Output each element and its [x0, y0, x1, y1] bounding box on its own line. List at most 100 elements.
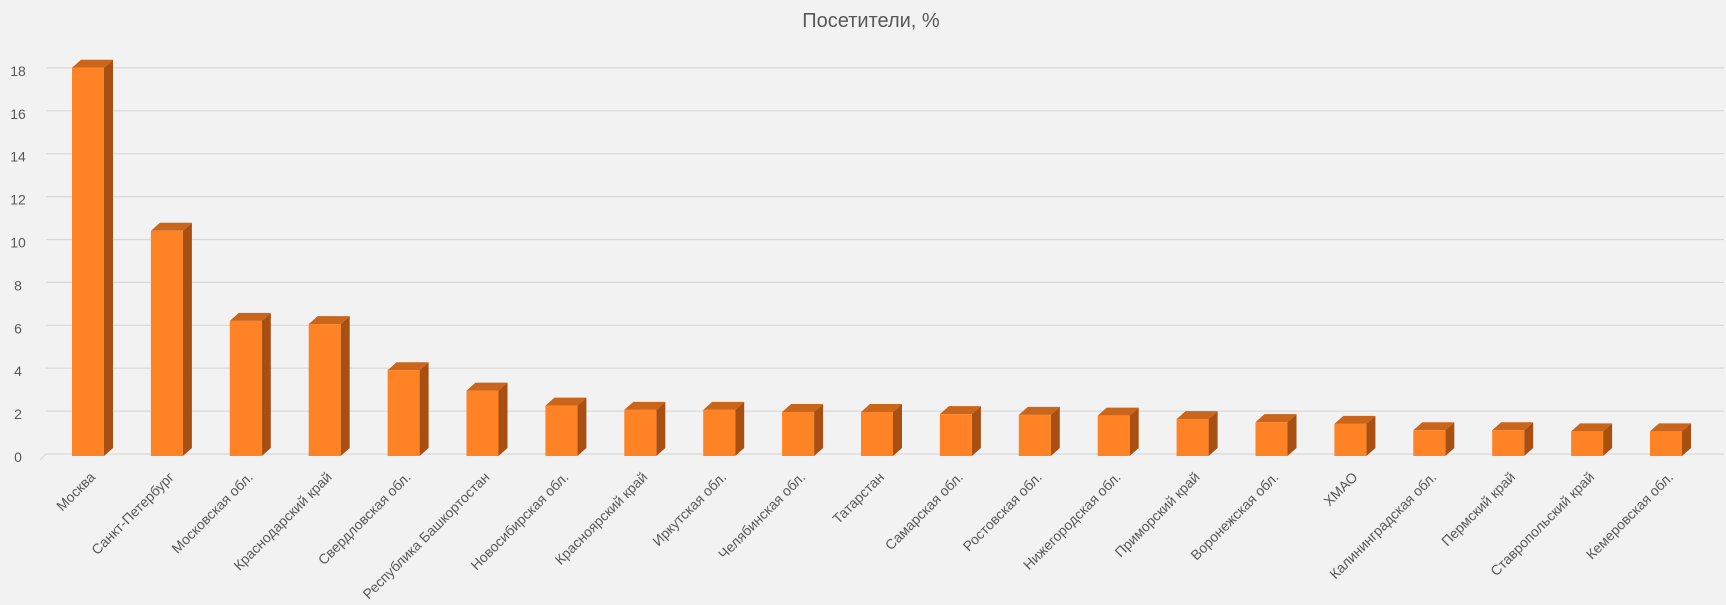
- y-tick-label: 6: [14, 320, 22, 336]
- bar: [1650, 423, 1691, 456]
- bar-front: [1413, 430, 1446, 456]
- x-tick-label: Республика Башкортостан: [359, 469, 492, 602]
- bar-side: [182, 222, 192, 456]
- bar-top: [1413, 422, 1455, 431]
- bar: [229, 312, 271, 456]
- bar-front: [703, 409, 736, 456]
- bar: [782, 404, 824, 456]
- bar-front: [1492, 430, 1525, 456]
- x-tick-label: Ростовская обл.: [960, 469, 1045, 554]
- bar: [939, 406, 981, 456]
- bar: [861, 404, 902, 456]
- x-tick-label: Татарстан: [829, 469, 887, 527]
- bar-side: [261, 312, 271, 456]
- bar-top: [1097, 407, 1139, 416]
- bar-front: [1650, 431, 1682, 456]
- bar-front: [1571, 431, 1604, 456]
- bar-side: [893, 404, 902, 456]
- bar-side: [577, 397, 587, 456]
- x-tick-label: ХМАО: [1320, 469, 1360, 509]
- x-tick-label: Московская обл.: [168, 469, 256, 557]
- y-tick-label: 16: [10, 106, 26, 122]
- bar-front: [782, 412, 815, 456]
- bar-top: [466, 382, 508, 391]
- bar: [703, 401, 745, 456]
- bar-side: [419, 362, 429, 456]
- bar-front: [1255, 422, 1288, 456]
- x-tick-label: Челябинская обл.: [715, 469, 808, 562]
- bar-top: [1650, 423, 1691, 432]
- y-tick-label: 8: [14, 277, 22, 293]
- bar-top: [1018, 406, 1060, 415]
- bar-top: [1176, 411, 1218, 420]
- bar-top: [782, 404, 824, 413]
- bar-top: [308, 316, 350, 325]
- x-tick-label: Приморский край: [1111, 469, 1202, 560]
- bar: [1255, 414, 1297, 456]
- bar-side: [1366, 415, 1376, 456]
- bar-top: [1255, 414, 1297, 423]
- x-tick-label: Кемеровская обл.: [1583, 469, 1676, 562]
- bar: [1097, 407, 1139, 456]
- bar-top: [624, 401, 666, 410]
- y-tick-label: 14: [10, 149, 26, 165]
- bar: [624, 401, 666, 456]
- bar-front: [1334, 423, 1367, 456]
- y-axis: 0 2 4 6 8 10 12 14 16 18: [10, 63, 26, 465]
- bar-side: [735, 401, 745, 456]
- bar: [1413, 422, 1455, 456]
- y-tick-label: 10: [10, 235, 26, 251]
- bar: [72, 59, 113, 456]
- bar-side: [1524, 422, 1534, 456]
- bar-front: [1176, 419, 1209, 456]
- bar-front: [1097, 415, 1130, 456]
- bar-front: [939, 414, 972, 456]
- bar-front: [308, 324, 341, 456]
- y-tick-label: 0: [14, 449, 22, 465]
- bar-top: [387, 362, 429, 371]
- x-tick-label: Воронежская обл.: [1187, 469, 1281, 563]
- bar: [1334, 415, 1376, 456]
- bar-side: [1287, 414, 1297, 456]
- bar-side: [1208, 411, 1218, 456]
- bar-side: [1050, 406, 1060, 456]
- bar-side: [971, 406, 981, 456]
- bar-top: [861, 404, 902, 413]
- bar-top: [1492, 422, 1534, 431]
- bar-side: [1682, 423, 1691, 456]
- floor-edge: [39, 453, 47, 461]
- bar-front: [150, 230, 183, 456]
- bar-top: [1334, 415, 1376, 424]
- bar: [387, 362, 429, 456]
- bar-front: [229, 320, 262, 456]
- bar-top: [150, 222, 192, 231]
- x-tick-label: Пермский край: [1438, 469, 1518, 549]
- bar-top: [703, 401, 745, 410]
- bars: [72, 59, 1691, 456]
- bar-front: [624, 409, 657, 456]
- y-tick-label: 2: [14, 406, 22, 422]
- gridlines: [39, 67, 1724, 461]
- bar-side: [1603, 423, 1613, 456]
- bar-front: [72, 67, 104, 456]
- bar-front: [387, 370, 420, 456]
- bar-side: [1129, 407, 1139, 456]
- bar: [466, 382, 508, 456]
- bar-top: [1571, 423, 1613, 432]
- bar-side: [814, 404, 824, 456]
- x-tick-label: Иркутская обл.: [649, 469, 729, 549]
- bar: [308, 316, 350, 456]
- y-tick-label: 4: [14, 363, 22, 379]
- bar: [545, 397, 587, 456]
- bar-top: [72, 59, 113, 68]
- bar: [1018, 406, 1060, 456]
- bar-top: [545, 397, 587, 406]
- bar-front: [1018, 414, 1051, 456]
- bar-side: [340, 316, 350, 456]
- bar-side: [498, 382, 508, 456]
- bar: [1571, 423, 1613, 456]
- x-tick-label: Москва: [53, 469, 98, 514]
- bar-side: [1445, 422, 1455, 456]
